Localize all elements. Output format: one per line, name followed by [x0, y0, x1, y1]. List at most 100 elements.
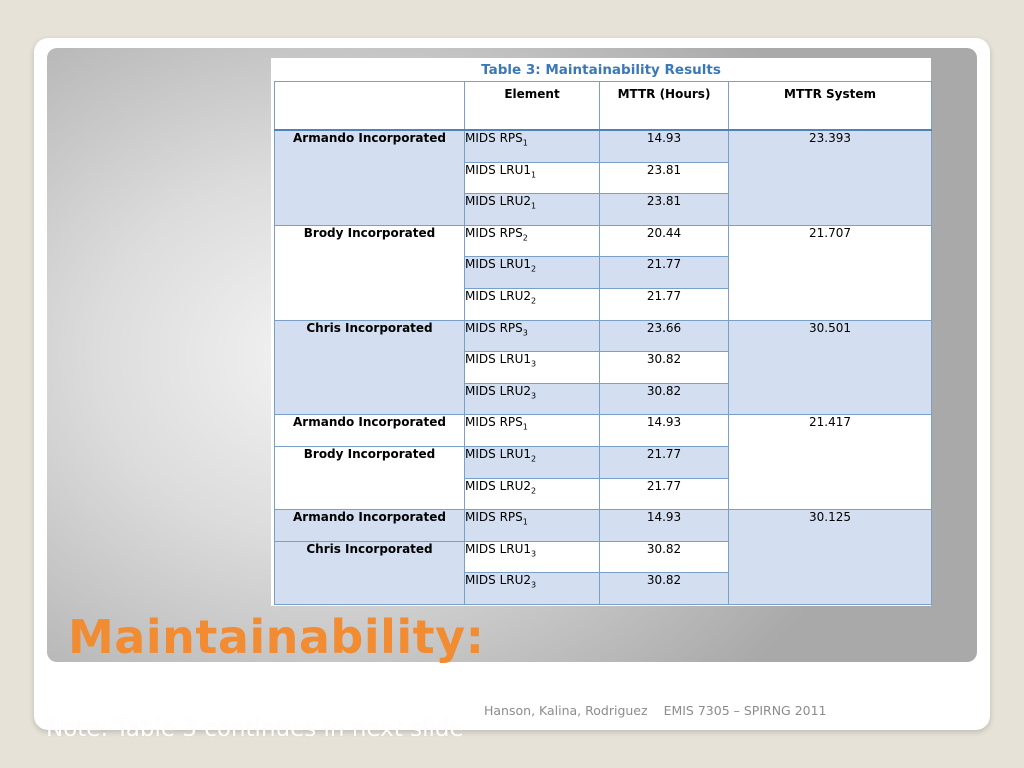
- mttr-cell: 14.93: [599, 414, 729, 447]
- element-name: MIDS RPS: [465, 320, 523, 335]
- element-subscript: 3: [522, 327, 528, 337]
- table-row: MIDS LRU23 30.82: [275, 382, 932, 416]
- element-cell: MIDS LRU12: [464, 445, 600, 479]
- mttr-cell: 30.82: [599, 540, 729, 574]
- table-row: Chris Incorporated MIDS LRU13 30.82: [274, 540, 932, 606]
- table-row: Armando Incorporated MIDS RPS1 14.93 23.393: [274, 129, 932, 226]
- mttr-cell: 21.77: [599, 445, 729, 479]
- element-name: MIDS LRU1: [465, 257, 532, 272]
- mttr-cell: 20.44: [599, 224, 729, 258]
- mttr-cell: 23.81: [599, 193, 729, 226]
- table-row: MIDS LRU13 30.82: [275, 351, 932, 384]
- table-caption: Table 3: Maintainability Results: [481, 62, 721, 78]
- table-row: MIDS LRU11 23.81: [275, 161, 932, 195]
- maintainability-table: Element MTTR (Hours) MTTR System Armando…: [274, 81, 932, 606]
- mttr-cell: 14.93: [599, 509, 729, 542]
- slide-title: Maintainability:: [68, 610, 485, 664]
- element-subscript: 1: [531, 169, 537, 179]
- element-name: MIDS RPS: [465, 225, 523, 240]
- mttr-cell: 14.93: [599, 129, 729, 163]
- element-cell: MIDS LRU13: [464, 351, 600, 384]
- company-cell: Chris Incorporated: [274, 540, 465, 606]
- element-name: MIDS LRU2: [465, 194, 532, 209]
- element-cell: MIDS RPS1: [464, 129, 600, 163]
- company-cell: Armando Incorporated: [274, 129, 465, 226]
- element-name: MIDS RPS: [465, 510, 523, 525]
- element-name: MIDS LRU1: [465, 162, 532, 177]
- element-cell: MIDS LRU11: [464, 161, 600, 195]
- element-subscript: 2: [522, 233, 528, 243]
- mttr-system-cell: 21.417: [728, 414, 932, 511]
- table-row: Armando Incorporated MIDS RPS1 14.93 30.125: [274, 509, 932, 605]
- footer-authors: Hanson, Kalina, Rodriguez: [484, 703, 648, 718]
- element-subscript: 1: [522, 422, 528, 432]
- table-row: MIDS LRU12 21.77: [275, 256, 932, 289]
- element-subscript: 2: [531, 485, 537, 495]
- element-name: MIDS LRU2: [465, 478, 532, 493]
- table-row: MIDS LRU23 30.82: [275, 572, 932, 605]
- company-cell: Brody Incorporated: [274, 224, 465, 321]
- table-row: MIDS LRU22 21.77: [275, 287, 932, 321]
- element-cell: MIDS LRU13: [464, 540, 600, 574]
- mttr-system-cell: 23.393: [728, 129, 932, 226]
- mttr-cell: 30.82: [599, 351, 729, 384]
- slide-note: Note: Table 3 continues in next slide: [46, 716, 464, 742]
- element-subscript: 3: [531, 580, 537, 590]
- element-cell: MIDS LRU22: [464, 477, 600, 511]
- mttr-cell: 23.81: [599, 161, 729, 195]
- mttr-cell: 21.77: [599, 287, 729, 321]
- element-cell: MIDS LRU23: [464, 382, 600, 416]
- slide-footer: Hanson, Kalina, Rodriguez EMIS 7305 – SPI…: [484, 703, 827, 718]
- table-row: Armando Incorporated MIDS RPS1 14.93 21.417: [274, 414, 932, 511]
- element-cell: MIDS RPS3: [464, 319, 600, 353]
- element-name: MIDS LRU1: [465, 541, 532, 556]
- mttr-cell: 30.82: [599, 382, 729, 416]
- mttr-cell: 23.66: [599, 319, 729, 353]
- company-cell: Armando Incorporated: [274, 509, 465, 542]
- element-cell: MIDS LRU21: [464, 193, 600, 226]
- element-cell: MIDS RPS1: [464, 509, 600, 542]
- header-cell-mttr: MTTR (Hours): [599, 81, 729, 131]
- table-frame: Table 3: Maintainability Results Element…: [271, 58, 932, 606]
- table-row: Brody Incorporated MIDS RPS2 20.44 21.707: [274, 224, 932, 321]
- company-cell: Brody Incorporated: [274, 445, 465, 511]
- element-cell: MIDS LRU12: [464, 256, 600, 289]
- table-row: MIDS LRU22 21.77: [275, 477, 932, 511]
- element-subscript: 1: [522, 517, 528, 527]
- header-cell-mttr-system: MTTR System: [728, 81, 932, 131]
- header-cell-company: [274, 81, 465, 131]
- element-subscript: 2: [531, 454, 537, 464]
- mttr-system-cell: 30.125: [728, 509, 932, 605]
- table-row: MIDS LRU21 23.81: [275, 193, 932, 226]
- mttr-system-cell: 30.501: [728, 319, 932, 416]
- mttr-cell: 21.77: [599, 477, 729, 511]
- footer-course: EMIS 7305 – SPIRNG 2011: [663, 703, 827, 718]
- table-header-row: Element MTTR (Hours) MTTR System: [274, 81, 932, 131]
- element-subscript: 2: [531, 296, 537, 306]
- element-subscript: 2: [531, 264, 537, 274]
- element-name: MIDS LRU2: [465, 288, 532, 303]
- header-cell-element: Element: [464, 81, 600, 131]
- element-subscript: 3: [531, 549, 537, 559]
- element-cell: MIDS LRU23: [464, 572, 600, 605]
- element-subscript: 1: [522, 138, 528, 148]
- company-cell: Chris Incorporated: [274, 319, 465, 416]
- element-cell: MIDS RPS2: [464, 224, 600, 258]
- element-subscript: 3: [531, 359, 537, 369]
- table-row: Chris Incorporated MIDS RPS3 23.66 30.501: [274, 319, 932, 416]
- element-name: MIDS LRU2: [465, 573, 532, 588]
- element-cell: MIDS RPS1: [464, 414, 600, 447]
- element-subscript: 3: [531, 391, 537, 401]
- element-cell: MIDS LRU22: [464, 287, 600, 321]
- company-cell: Armando Incorporated: [274, 414, 465, 447]
- table-body: Armando Incorporated MIDS RPS1 14.93 23.393…: [274, 129, 932, 606]
- mttr-system-cell: 21.707: [728, 224, 932, 321]
- element-name: MIDS LRU2: [465, 383, 532, 398]
- element-subscript: 1: [531, 201, 537, 211]
- element-name: MIDS LRU1: [465, 352, 532, 367]
- element-name: MIDS LRU1: [465, 446, 532, 461]
- element-name: MIDS RPS: [465, 415, 523, 430]
- mttr-cell: 21.77: [599, 256, 729, 289]
- element-name: MIDS RPS: [465, 131, 523, 145]
- mttr-cell: 30.82: [599, 572, 729, 605]
